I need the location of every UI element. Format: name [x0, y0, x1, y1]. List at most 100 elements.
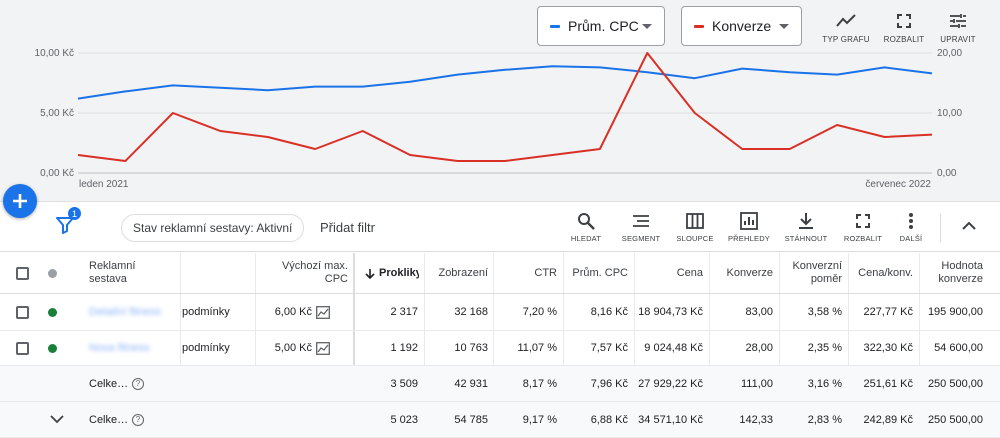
left-tick-mid: 5,00 Kč: [40, 108, 74, 119]
table-expand-button[interactable]: ROZBALIT: [839, 210, 887, 243]
avg-cpc-value: 7,57 Kč: [590, 342, 628, 354]
chart-edit-label: UPRAVIT: [940, 35, 976, 44]
column-divider: [919, 253, 920, 438]
arrow-down-icon: [365, 268, 375, 279]
conversions-value: 28,00: [745, 342, 773, 354]
right-tick-top: 20,00: [937, 48, 962, 59]
help-button[interactable]: ?: [132, 366, 144, 401]
total-avg-cpc: 6,88 Kč: [590, 413, 628, 426]
header-impressions[interactable]: Zobrazení: [438, 267, 488, 279]
download-button[interactable]: STÁHNOUT: [782, 210, 830, 243]
select-all-checkbox[interactable]: [16, 253, 29, 293]
ctr-value: 11,07 %: [517, 342, 557, 354]
header-conv-value[interactable]: Hodnota konverze: [938, 260, 983, 285]
trend-line-icon: [836, 14, 856, 27]
adgroup-name-link[interactable]: Nova fitness: [89, 342, 150, 354]
header-cost[interactable]: Cena: [676, 267, 703, 279]
header-cost-per-conv[interactable]: Cena/konv.: [858, 267, 913, 279]
trend-chart-icon: [316, 341, 330, 355]
header-ctr[interactable]: CTR: [534, 267, 557, 279]
default-max-cpc-value[interactable]: 5,00 Kč: [274, 342, 312, 354]
metric2-color-swatch: [694, 24, 704, 28]
column-divider: [255, 253, 256, 438]
chevron-down-icon: [779, 23, 789, 29]
help-button[interactable]: ?: [132, 402, 144, 437]
column-divider: [779, 253, 780, 438]
default-max-cpc-value[interactable]: 6,00 Kč: [274, 306, 312, 318]
total-conv-value: 250 500,00: [927, 377, 983, 390]
header-conversions[interactable]: Konverze: [726, 267, 773, 279]
total-impressions: 54 785: [454, 413, 488, 426]
chart-expand-label: ROZBALIT: [883, 35, 925, 44]
table-toolbar: Stav reklamní sestavy: Aktivní Přidat fi…: [0, 202, 1000, 252]
table-header: Reklamní sestava Výchozí max. CPC Prokli…: [0, 253, 1000, 294]
chart-expand-button[interactable]: ROZBALIT: [876, 10, 932, 44]
adgroup-name-link[interactable]: Detailní fitness: [89, 306, 162, 318]
columns-icon: [686, 213, 704, 229]
search-label: HLEDAT: [570, 234, 602, 243]
left-tick-bottom: 0,00 Kč: [40, 168, 74, 179]
metric1-select[interactable]: Prům. CPC: [537, 6, 665, 46]
status-header-dot: [48, 253, 57, 293]
metric2-label: Konverze: [712, 18, 772, 34]
header-default-max-cpc[interactable]: Výchozí max. CPC: [281, 260, 348, 285]
expand-totals-button[interactable]: [50, 402, 64, 437]
header-conv-rate[interactable]: Konverzní poměr: [792, 260, 842, 285]
expand-icon: [856, 214, 870, 228]
reports-icon: [740, 212, 758, 230]
chevron-down-icon: [50, 415, 64, 424]
columns-label: SLOUPCE: [676, 234, 714, 243]
cost-per-conv-value: 322,30 Kč: [863, 342, 913, 354]
header-clicks-sorted[interactable]: Prokliky: [365, 253, 419, 293]
performance-chart-panel: 10,00 Kč 5,00 Kč 0,00 Kč 20,00 10,00 0,0…: [0, 0, 1000, 202]
reports-label: PŘEHLEDY: [727, 234, 771, 243]
x-axis-start-label: leden 2021: [79, 179, 129, 190]
reports-button[interactable]: PŘEHLEDY: [725, 210, 773, 243]
help-icon: ?: [132, 413, 144, 426]
add-filter-button[interactable]: Přidat filtr: [320, 220, 375, 235]
filter-count-badge: 1: [68, 207, 81, 220]
avg-cpc-value: 8,16 Kč: [590, 306, 628, 318]
tune-icon: [950, 14, 966, 28]
conv-rate-value: 3,58 %: [807, 306, 842, 318]
add-filter-label: Přidat filtr: [320, 220, 375, 235]
table-row: Detailní fitness podmínky 6,00 Kč 2 317 …: [0, 294, 1000, 331]
ctr-value: 7,20 %: [522, 306, 557, 318]
row-checkbox[interactable]: [16, 294, 29, 330]
conv-value-value: 195 900,00: [927, 306, 983, 318]
cost-per-conv-value: 227,77 Kč: [863, 306, 913, 318]
total-avg-cpc: 7,96 Kč: [590, 377, 628, 390]
table-row: Nova fitness podmínky 5,00 Kč 1 192 10 7…: [0, 331, 1000, 366]
segment-label: SEGMENT: [621, 234, 661, 243]
chart-type-button[interactable]: TYP GRAFU: [818, 10, 874, 44]
search-icon: [578, 213, 595, 230]
more-button[interactable]: DALŠÍ: [887, 210, 935, 243]
clicks-value: 2 317: [390, 306, 418, 318]
right-tick-mid: 10,00: [937, 108, 962, 119]
total-impressions: 42 931: [454, 377, 488, 390]
total-cost-per-conv: 251,61 Kč: [863, 377, 913, 390]
chart-edit-button[interactable]: UPRAVIT: [930, 10, 986, 44]
filter-chip-adgroup-status[interactable]: Stav reklamní sestavy: Aktivní: [121, 214, 305, 242]
bid-trend-button[interactable]: [316, 331, 330, 365]
plus-icon: [13, 194, 27, 208]
total-row: Celke… ? 5 023 54 785 9,17 % 6,88 Kč 34 …: [0, 402, 1000, 438]
header-avg-cpc[interactable]: Prům. CPC: [572, 267, 628, 279]
adgroup-extra-text: podmínky: [182, 342, 230, 354]
help-icon: ?: [132, 377, 144, 390]
row-checkbox[interactable]: [16, 331, 29, 365]
column-divider-frozen: [353, 253, 355, 438]
collapse-chart-button[interactable]: [962, 218, 976, 236]
bid-trend-button[interactable]: [316, 294, 330, 330]
search-button[interactable]: HLEDAT: [562, 210, 610, 243]
metric2-select[interactable]: Konverze: [681, 6, 802, 46]
add-button[interactable]: [3, 184, 37, 218]
clicks-value: 1 192: [390, 342, 418, 354]
series-line-avg-cpc: [77, 65, 933, 100]
columns-button[interactable]: SLOUPCE: [671, 210, 719, 243]
segment-icon: [633, 215, 649, 227]
header-adgroup[interactable]: Reklamní sestava: [89, 260, 136, 285]
adgroup-extra-text: podmínky: [182, 306, 230, 318]
segment-button[interactable]: SEGMENT: [617, 210, 665, 243]
total-conversions: 142,33: [739, 413, 773, 426]
